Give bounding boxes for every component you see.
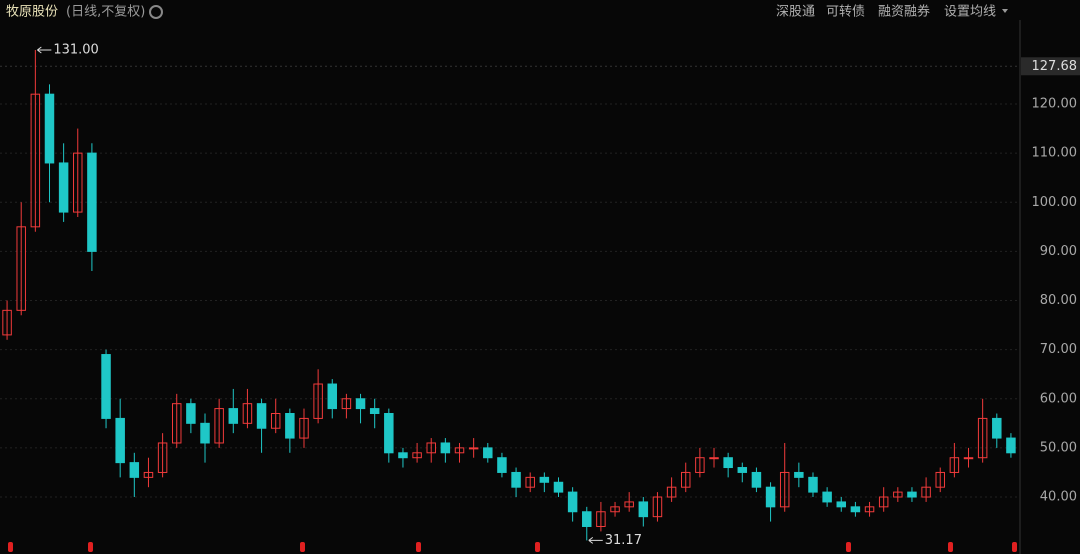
last-price-label: 127.68 <box>1032 59 1078 74</box>
candle-body <box>129 462 140 478</box>
stock-title: 牧原股份 <box>6 5 58 20</box>
candle-body <box>412 452 422 459</box>
candle-body <box>398 452 408 459</box>
candle-body <box>16 226 26 311</box>
candle-body <box>2 309 12 336</box>
candle-body <box>977 417 988 459</box>
y-tick-label: 80.00 <box>1040 293 1077 308</box>
candle-body <box>737 467 748 473</box>
candle-body <box>228 408 239 424</box>
candle-body <box>369 408 380 414</box>
annotation-arrow <box>37 46 52 54</box>
candle-body <box>878 496 889 508</box>
candle-body <box>680 471 691 488</box>
candle-body <box>355 398 366 410</box>
candle-body <box>850 506 861 513</box>
candle-body <box>709 457 719 460</box>
candle-body <box>101 354 111 419</box>
candle-body <box>511 471 521 488</box>
candle-body <box>553 481 564 493</box>
y-tick-label: 60.00 <box>1040 391 1077 406</box>
annotation: 131.00 <box>53 42 99 57</box>
candle-body <box>596 511 606 527</box>
candle-body <box>440 442 451 454</box>
candle-body <box>624 501 634 508</box>
candle-body <box>186 403 196 424</box>
y-tick-label: 40.00 <box>1040 490 1077 505</box>
candle-body <box>256 403 267 429</box>
candle-body <box>963 457 974 460</box>
menu-item[interactable]: 深股通 <box>776 5 815 20</box>
y-tick-label: 70.00 <box>1040 342 1077 357</box>
candle-body <box>1006 437 1016 454</box>
candle-body <box>808 476 818 493</box>
candle-body <box>638 501 649 518</box>
candle-body <box>822 491 832 503</box>
candle-body <box>341 398 352 410</box>
y-tick-label: 120.00 <box>1032 97 1078 112</box>
candle-body <box>214 408 224 444</box>
y-tick-label: 50.00 <box>1040 440 1077 455</box>
candle-body <box>483 447 493 459</box>
y-tick-label: 100.00 <box>1032 195 1078 210</box>
y-tick-label: 90.00 <box>1040 244 1077 259</box>
candle-body <box>115 417 125 464</box>
candle-body <box>695 457 705 473</box>
candle-body <box>610 506 620 513</box>
candle-body <box>567 491 578 513</box>
candle-body <box>171 403 182 444</box>
candle-body <box>73 152 83 213</box>
candle-body <box>242 403 253 424</box>
candle-body <box>44 93 55 164</box>
menu-item[interactable]: 设置均线 <box>944 5 996 20</box>
candle-body <box>779 471 790 508</box>
candle-body <box>87 152 97 252</box>
candle-body <box>992 417 1002 439</box>
candle-body <box>454 447 465 454</box>
annotation: 31.17 <box>605 533 642 548</box>
candle-body <box>539 476 550 483</box>
candle-body <box>426 442 436 454</box>
last-price-box <box>1021 57 1080 76</box>
settings-icon[interactable] <box>149 5 163 19</box>
candle-body <box>497 457 507 473</box>
candle-body <box>794 471 804 478</box>
candle-body <box>270 412 281 429</box>
candle-body <box>921 486 931 498</box>
candle-body <box>723 457 733 469</box>
candle-body <box>58 162 69 213</box>
candle-body <box>666 486 677 498</box>
period-label: (日线,不复权) <box>66 4 145 20</box>
candle-body <box>949 457 960 473</box>
candle-body <box>143 471 154 478</box>
candle-body <box>285 412 295 439</box>
annotation-arrow <box>588 536 603 544</box>
candle-body <box>468 447 479 450</box>
candle-body <box>907 491 917 498</box>
candle-body <box>582 511 592 527</box>
candle-body <box>313 383 323 419</box>
candle-body <box>893 491 903 498</box>
candle-body <box>935 471 945 488</box>
candle-body <box>299 417 309 439</box>
candle-body <box>765 486 776 508</box>
candle-body <box>200 422 210 444</box>
event-markers <box>8 542 1017 552</box>
candle-body <box>384 412 394 454</box>
menu-item[interactable]: 可转债 <box>826 5 865 20</box>
menu-item[interactable]: 融资融券 <box>878 4 930 20</box>
y-tick-label: 110.00 <box>1032 146 1078 161</box>
candle-body <box>652 496 663 518</box>
candle-body <box>30 93 41 228</box>
candle-body <box>157 442 168 473</box>
candle-body <box>751 471 762 488</box>
candle-body <box>327 383 338 410</box>
dropdown-arrow <box>1002 9 1008 13</box>
candle-body <box>836 501 847 508</box>
candle-body <box>525 476 535 488</box>
candle-body <box>864 506 875 513</box>
